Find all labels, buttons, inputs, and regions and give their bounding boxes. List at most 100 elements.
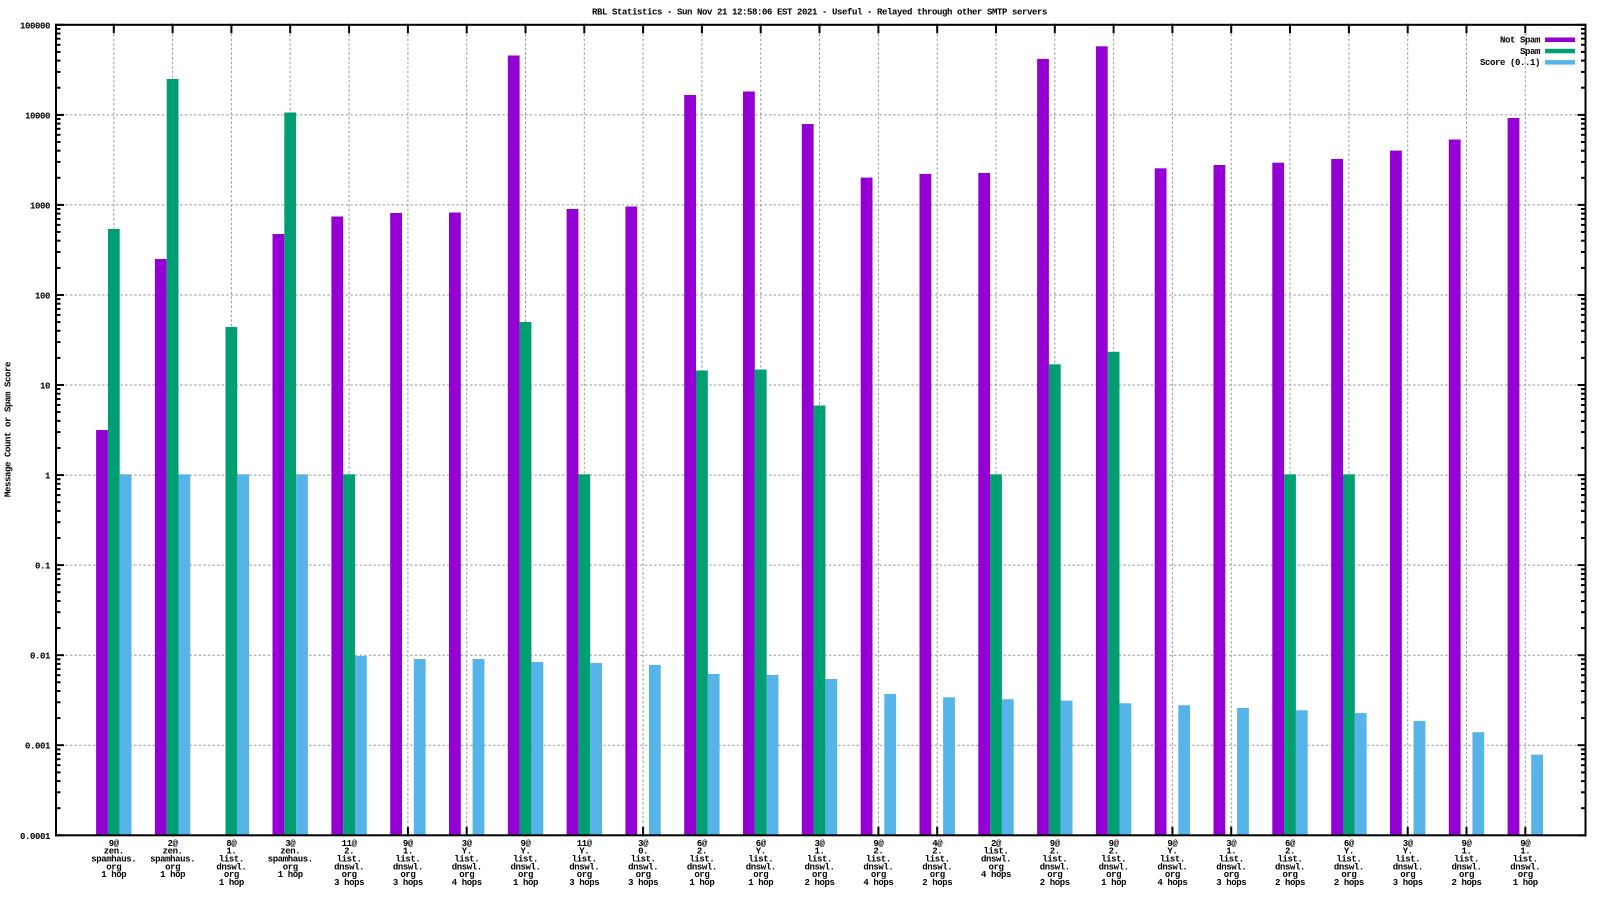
svg-text:1 hop: 1 hop — [1513, 878, 1538, 888]
svg-text:dnswl.: dnswl. — [1510, 862, 1540, 872]
svg-text:zen.: zen. — [104, 847, 124, 857]
svg-text:1.: 1. — [1226, 847, 1236, 857]
svg-text:100000: 100000 — [20, 21, 50, 31]
svg-text:Y.: Y. — [1167, 847, 1177, 857]
svg-text:4 hops: 4 hops — [1157, 878, 1187, 888]
svg-text:3 hops: 3 hops — [334, 878, 364, 888]
svg-text:org: org — [1282, 870, 1297, 880]
svg-text:2.: 2. — [1285, 847, 1295, 857]
svg-text:0.01: 0.01 — [30, 652, 51, 662]
svg-text:10000: 10000 — [25, 111, 50, 121]
svg-text:org: org — [165, 862, 180, 872]
svg-text:3@: 3@ — [462, 839, 473, 849]
svg-text:Y.: Y. — [756, 847, 766, 857]
svg-text:dnswl.: dnswl. — [1451, 862, 1481, 872]
svg-text:zen.: zen. — [280, 847, 300, 857]
svg-text:dnswl.: dnswl. — [804, 862, 834, 872]
svg-text:3 hops: 3 hops — [1393, 878, 1423, 888]
svg-text:spamhaus.: spamhaus. — [268, 855, 313, 865]
svg-text:dnswl.: dnswl. — [1393, 862, 1423, 872]
svg-text:org: org — [400, 870, 415, 880]
svg-text:org: org — [1400, 870, 1415, 880]
svg-text:org: org — [1165, 870, 1180, 880]
svg-text:list.: list. — [925, 855, 950, 865]
svg-text:dnswl.: dnswl. — [1275, 862, 1305, 872]
svg-text:list.: list. — [513, 855, 538, 865]
svg-text:list.: list. — [572, 855, 597, 865]
svg-text:9@: 9@ — [1167, 839, 1178, 849]
svg-text:1 hop: 1 hop — [219, 878, 244, 888]
svg-text:spamhaus.: spamhaus. — [91, 855, 136, 865]
svg-text:2@: 2@ — [168, 839, 179, 849]
svg-text:list.: list. — [1513, 855, 1538, 865]
svg-text:dnswl.: dnswl. — [922, 862, 952, 872]
svg-text:org: org — [1106, 870, 1121, 880]
svg-text:list.: list. — [983, 847, 1008, 857]
svg-text:org: org — [518, 870, 533, 880]
svg-text:org: org — [1224, 870, 1239, 880]
svg-text:list.: list. — [1277, 855, 1302, 865]
svg-text:1.: 1. — [814, 847, 824, 857]
svg-text:list.: list. — [1395, 855, 1420, 865]
svg-text:9@: 9@ — [873, 839, 884, 849]
svg-text:0.0001: 0.0001 — [20, 832, 51, 842]
svg-text:1000: 1000 — [30, 201, 50, 211]
svg-text:list.: list. — [1336, 855, 1361, 865]
svg-text:1.: 1. — [226, 847, 236, 857]
svg-text:2 hops: 2 hops — [804, 878, 834, 888]
svg-text:dnswl.: dnswl. — [510, 862, 540, 872]
svg-text:1.: 1. — [1520, 847, 1530, 857]
svg-text:list.: list. — [748, 855, 773, 865]
svg-text:list.: list. — [337, 855, 362, 865]
svg-text:org: org — [753, 870, 768, 880]
svg-text:3@: 3@ — [1403, 839, 1414, 849]
svg-text:dnswl.: dnswl. — [452, 862, 482, 872]
svg-text:2.: 2. — [1050, 847, 1060, 857]
svg-text:9@: 9@ — [403, 839, 414, 849]
svg-text:org: org — [694, 870, 709, 880]
svg-text:list.: list. — [219, 855, 244, 865]
svg-text:1 hop: 1 hop — [160, 870, 185, 880]
svg-text:org: org — [283, 862, 298, 872]
svg-text:org: org — [224, 870, 239, 880]
svg-text:1 hop: 1 hop — [689, 878, 714, 888]
svg-text:list.: list. — [866, 855, 891, 865]
svg-text:9@: 9@ — [1109, 839, 1120, 849]
svg-text:9@: 9@ — [109, 839, 120, 849]
svg-text:dnswl.: dnswl. — [981, 855, 1011, 865]
svg-text:2 hops: 2 hops — [1275, 878, 1305, 888]
svg-text:org: org — [636, 870, 651, 880]
svg-text:3 hops: 3 hops — [628, 878, 658, 888]
svg-text:org: org — [459, 870, 474, 880]
svg-text:list.: list. — [1160, 855, 1185, 865]
svg-text:org: org — [577, 870, 592, 880]
svg-text:3@: 3@ — [285, 839, 296, 849]
svg-text:2.: 2. — [873, 847, 883, 857]
svg-text:list.: list. — [454, 855, 479, 865]
svg-text:4 hops: 4 hops — [863, 878, 893, 888]
svg-text:10: 10 — [40, 382, 50, 392]
svg-text:org: org — [1518, 870, 1533, 880]
svg-text:list.: list. — [689, 855, 714, 865]
svg-text:list.: list. — [807, 855, 832, 865]
svg-text:dnswl.: dnswl. — [863, 862, 893, 872]
svg-text:2.: 2. — [932, 847, 942, 857]
svg-text:Spam: Spam — [1520, 47, 1541, 57]
svg-text:Y.: Y. — [579, 847, 589, 857]
svg-text:2.: 2. — [344, 847, 354, 857]
svg-text:list.: list. — [395, 855, 420, 865]
svg-text:3 hops: 3 hops — [1216, 878, 1246, 888]
svg-text:8@: 8@ — [226, 839, 237, 849]
svg-text:dnswl.: dnswl. — [334, 862, 364, 872]
svg-text:dnswl.: dnswl. — [1157, 862, 1187, 872]
svg-text:org: org — [930, 870, 945, 880]
svg-text:dnswl.: dnswl. — [687, 862, 717, 872]
svg-text:1.: 1. — [1461, 847, 1471, 857]
svg-text:Y.: Y. — [462, 847, 472, 857]
svg-text:Not Spam: Not Spam — [1500, 36, 1541, 46]
svg-text:3@: 3@ — [638, 839, 649, 849]
svg-text:3 hops: 3 hops — [393, 878, 423, 888]
svg-text:11@: 11@ — [342, 839, 358, 849]
svg-text:6@: 6@ — [1344, 839, 1355, 849]
svg-text:dnswl.: dnswl. — [1040, 862, 1070, 872]
